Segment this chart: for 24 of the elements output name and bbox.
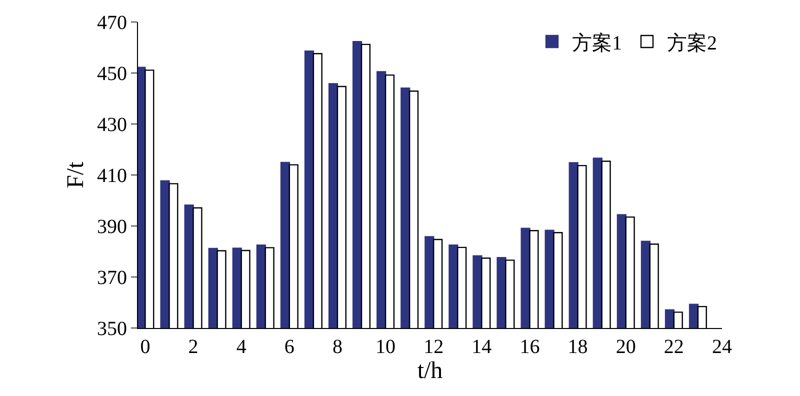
x-tick-label: 12 [424,336,444,358]
x-axis-title: t/h [417,358,443,384]
x-tick-label: 8 [332,336,342,358]
legend-label: 方案2 [667,31,717,54]
x-tick-label: 14 [472,336,492,358]
y-tick-label: 350 [97,318,127,340]
x-tick-label: 24 [712,336,732,358]
x-tick-label: 2 [188,336,198,358]
x-tick-label: 6 [284,336,294,358]
x-tick-label: 18 [568,336,588,358]
y-tick-label: 470 [97,12,127,34]
y-tick-label: 370 [97,267,127,289]
y-axis-title: F/t [63,161,90,188]
y-tick-label: 450 [97,63,127,85]
y-tick-label: 430 [97,114,127,136]
x-tick-label: 20 [616,336,636,358]
y-tick-label: 410 [97,165,127,187]
legend-label: 方案1 [572,31,622,54]
y-tick-label: 390 [97,216,127,238]
x-tick-label: 4 [236,336,246,358]
x-tick-label: 16 [520,336,540,358]
x-tick-label: 22 [664,336,684,358]
x-tick-label: 10 [376,336,396,358]
x-tick-label: 0 [140,336,150,358]
